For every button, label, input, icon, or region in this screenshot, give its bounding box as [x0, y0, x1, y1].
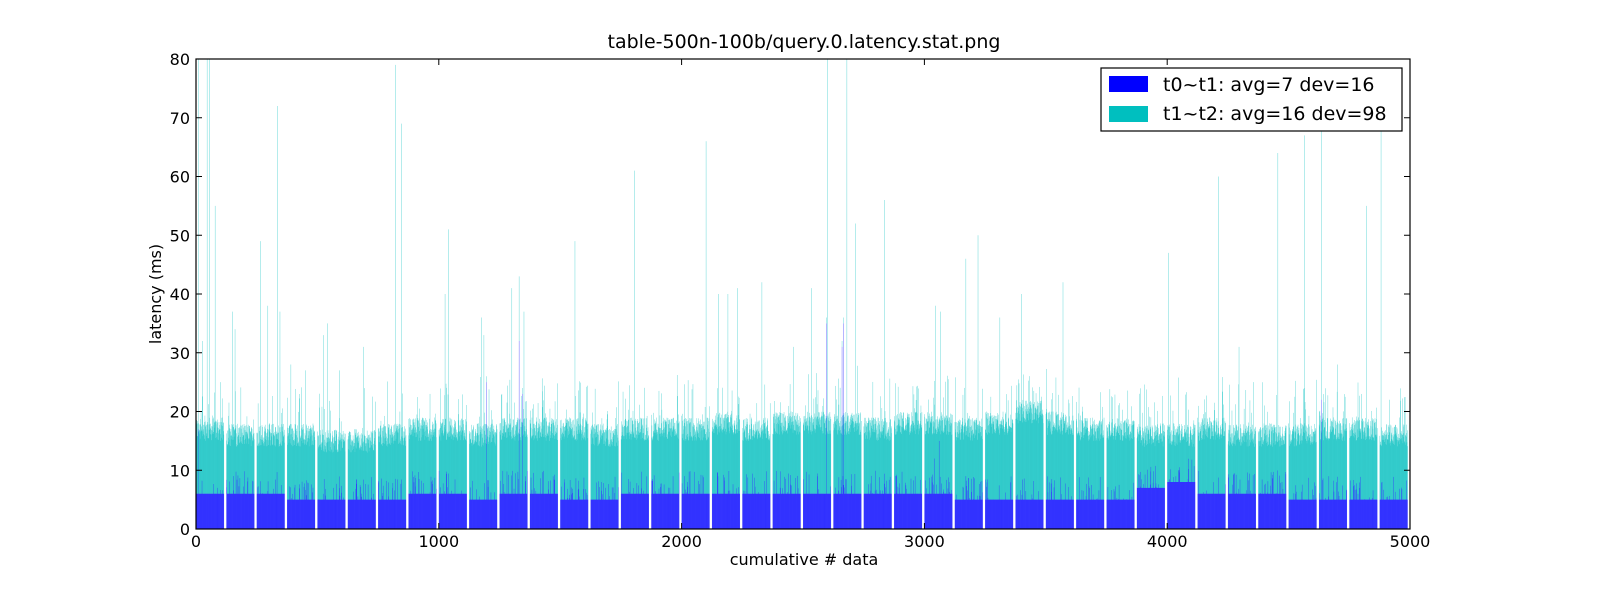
y-axis-label: latency (ms)	[146, 244, 165, 344]
x-axis-label: cumulative # data	[730, 550, 879, 569]
chart-title: table-500n-100b/query.0.latency.stat.png	[608, 31, 1001, 53]
